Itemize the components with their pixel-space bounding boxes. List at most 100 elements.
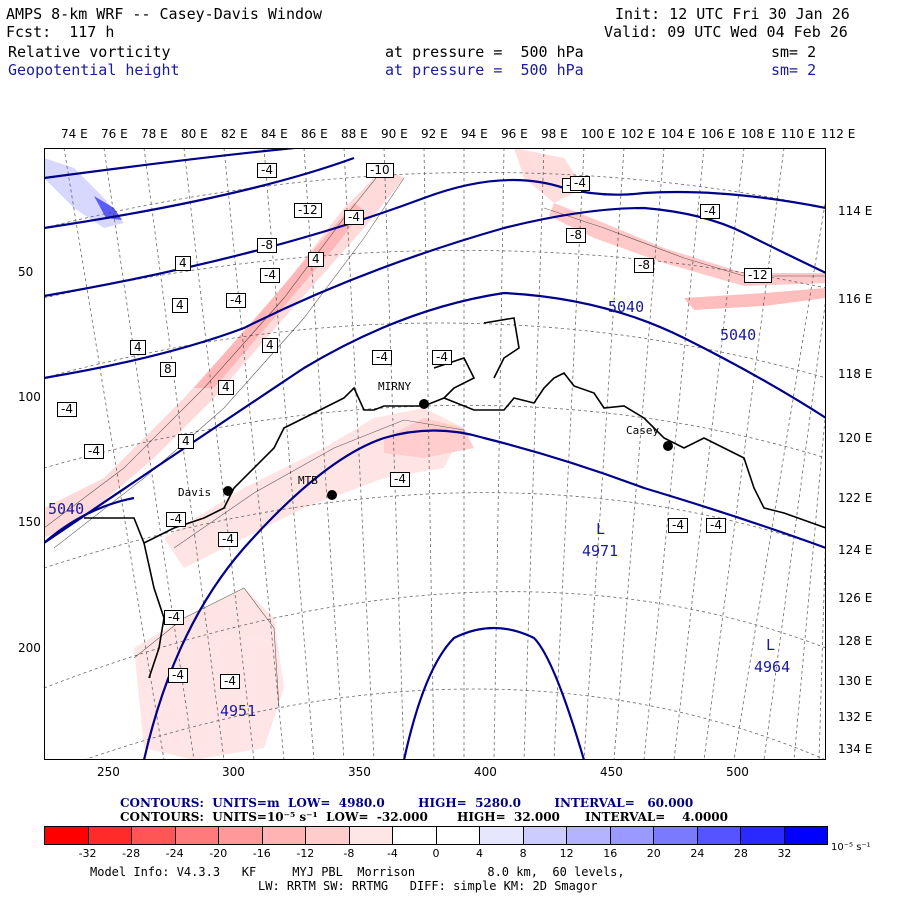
colorbar-label: -28 [122,847,141,860]
vort-label: 4 [262,338,278,353]
field-vorticity: Relative vorticity [8,43,171,61]
height-label: 5040 [608,298,645,316]
top-longitude-label: 74 E [61,127,88,141]
height-label: 5040 [48,500,85,518]
colorbar-unit: 10⁻⁵ s⁻¹ [831,842,871,853]
top-longitude-label: 104 E [661,127,696,141]
height-label: 4971 [582,542,619,560]
vort-label: 4 [218,380,234,395]
colorbar-label: 32 [777,847,792,860]
y-tick-label: 50 [18,265,34,279]
geopotential-height-contours [44,148,826,760]
right-longitude-label: 130 E [838,674,873,688]
vort-label: -4 [257,163,277,178]
colorbar-swatch [436,827,480,844]
x-tick-label: 400 [474,765,497,779]
vort-label: -4 [668,518,688,533]
vort-label: -4 [570,176,590,191]
height-label: 4951 [220,702,257,720]
vort-label: -4 [166,512,186,527]
mirny-dot [419,399,429,409]
x-tick-label: 500 [726,765,749,779]
top-longitude-label: 98 E [541,127,568,141]
vort-label: -4 [706,518,726,533]
colorbar-swatch [88,827,132,844]
colorbar-label: 20 [646,847,661,860]
colorbar-swatch [567,827,611,844]
colorbar-swatch [610,827,654,844]
colorbar-label: -24 [165,847,184,860]
right-longitude-label: 120 E [838,431,873,445]
vorticity-contour-info: CONTOURS: UNITS=10⁻⁵ s⁻¹ LOW= -32.000 HI… [120,810,728,824]
x-tick-label: 450 [600,765,623,779]
model-info: Model Info: V4.3.3 KF MYJ PBL Morrison 8… [90,865,625,879]
colorbar-swatch [262,827,306,844]
smooth-height: sm= 2 [771,61,817,79]
height-contour-8 [402,626,586,760]
casey-dot [663,441,673,451]
positive-vorticity-northwest-core [94,196,122,220]
colorbar-label: -12 [296,847,315,860]
x-tick-label: 300 [222,765,245,779]
colorbar-label: 12 [559,847,574,860]
x-tick-label: 350 [348,765,371,779]
vort-label: -10 [366,163,394,178]
vort-label: -4 [57,402,77,417]
vort-label: 4 [178,434,194,449]
colorbar-swatch [697,827,741,844]
negative-vorticity-band-west-core [194,203,364,388]
height-contour-6 [44,496,135,544]
top-longitude-label: 90 E [381,127,408,141]
height-contour-2 [44,156,355,230]
colorbar-swatch [523,827,567,844]
top-longitude-label: 110 E [781,127,816,141]
top-longitude-label: 112 E [821,127,856,141]
right-longitude-label: 134 E [838,742,873,756]
colorbar-swatch [175,827,219,844]
colorbar-swatch [480,827,524,844]
top-longitude-label: 86 E [301,127,328,141]
right-longitude-label: 114 E [838,204,873,218]
colorbar-label: 4 [476,847,484,860]
vort-label: -4 [220,674,240,689]
top-longitude-label: 78 E [141,127,168,141]
vort-label: -4 [164,610,184,625]
top-longitude-label: 102 E [621,127,656,141]
low-marker: L [596,520,606,538]
colorbar-label: -4 [386,847,398,860]
physics-info: LW: RRTM SW: RRTMG DIFF: simple KM: 2D S… [258,879,598,893]
colorbar-label: 8 [519,847,527,860]
top-longitude-label: 94 E [461,127,488,141]
y-tick-label: 150 [18,515,41,529]
right-longitude-label: 126 E [838,591,873,605]
vort-label: -8 [257,238,277,253]
top-longitude-label: 82 E [221,127,248,141]
negative-vorticity-area-south [134,588,284,760]
top-longitude-label: 96 E [501,127,528,141]
vort-label: -4 [260,268,280,283]
negative-vorticity-band-northeast [549,203,826,286]
vort-label: -12 [294,203,322,218]
map-svg [44,148,826,760]
y-tick-label: 100 [18,390,41,404]
colorbar-swatch [306,827,350,844]
top-longitude-label: 100 E [581,127,616,141]
negative-vorticity-band-east [684,288,826,310]
colorbar-swatch [219,827,263,844]
init-time: Init: 12 UTC Fri 30 Jan 26 [615,5,850,23]
vort-label: -4 [168,668,188,683]
graticule [44,148,826,760]
colorbar-label: 0 [432,847,440,860]
top-longitude-label: 84 E [261,127,288,141]
station-label-mirny: MIRNY [378,380,412,393]
colorbar-label: 24 [690,847,705,860]
vort-label: 4 [175,256,191,271]
x-tick-label: 250 [97,765,120,779]
height-label: 5040 [720,326,757,344]
colorbar-swatch [393,827,437,844]
vort-label: 8 [160,362,176,377]
vorticity-contours [44,167,826,709]
colorbar-label: -16 [252,847,271,860]
map-panel[interactable]: MIRNY Casey Davis MTB -4 -8 -12 -10 4 8 … [44,148,826,760]
right-longitude-label: 122 E [838,491,873,505]
